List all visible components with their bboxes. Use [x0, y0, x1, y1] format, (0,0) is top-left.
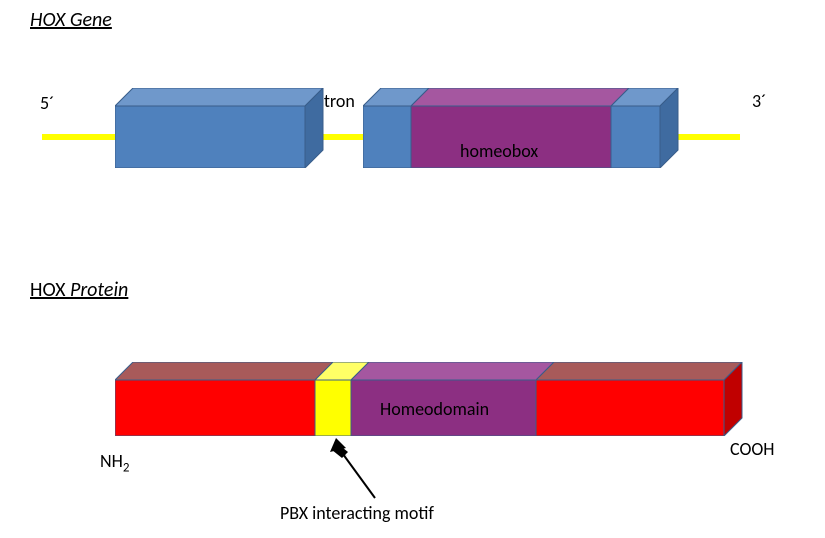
gene-line-5prime	[42, 134, 115, 140]
homeobox-top	[411, 88, 629, 106]
label-homeobox: homeobox	[460, 140, 538, 162]
protein-right-red-front	[536, 380, 724, 436]
pbx-arrow-head	[330, 438, 360, 458]
exon1-top-face	[115, 88, 323, 106]
hox-gene-title-text: HOX Gene	[30, 8, 112, 32]
exon1-front-face	[115, 106, 305, 168]
protein-left-red-front	[115, 380, 315, 436]
protein-right-red-top	[536, 362, 742, 380]
exon2-left-front	[363, 106, 411, 168]
label-cooh: COOH	[730, 438, 775, 460]
label-homeodomain: Homeodomain	[380, 398, 489, 420]
label-5prime: 5´	[40, 92, 54, 114]
label-pbx: PBX interacting motif	[280, 502, 434, 524]
hox-gene-title: HOX Gene	[30, 8, 112, 32]
label-nh2: NH2	[100, 450, 129, 476]
protein-left-red-top	[115, 362, 333, 380]
pbx-front	[315, 380, 351, 436]
exon2-right-front	[611, 106, 660, 168]
label-nh2-sub: 2	[123, 461, 130, 476]
hox-protein-title: HOX Protein	[30, 278, 128, 302]
label-3prime: 3´	[752, 90, 766, 112]
label-nh2-main: NH	[100, 450, 123, 472]
homeodomain-top	[351, 362, 554, 380]
